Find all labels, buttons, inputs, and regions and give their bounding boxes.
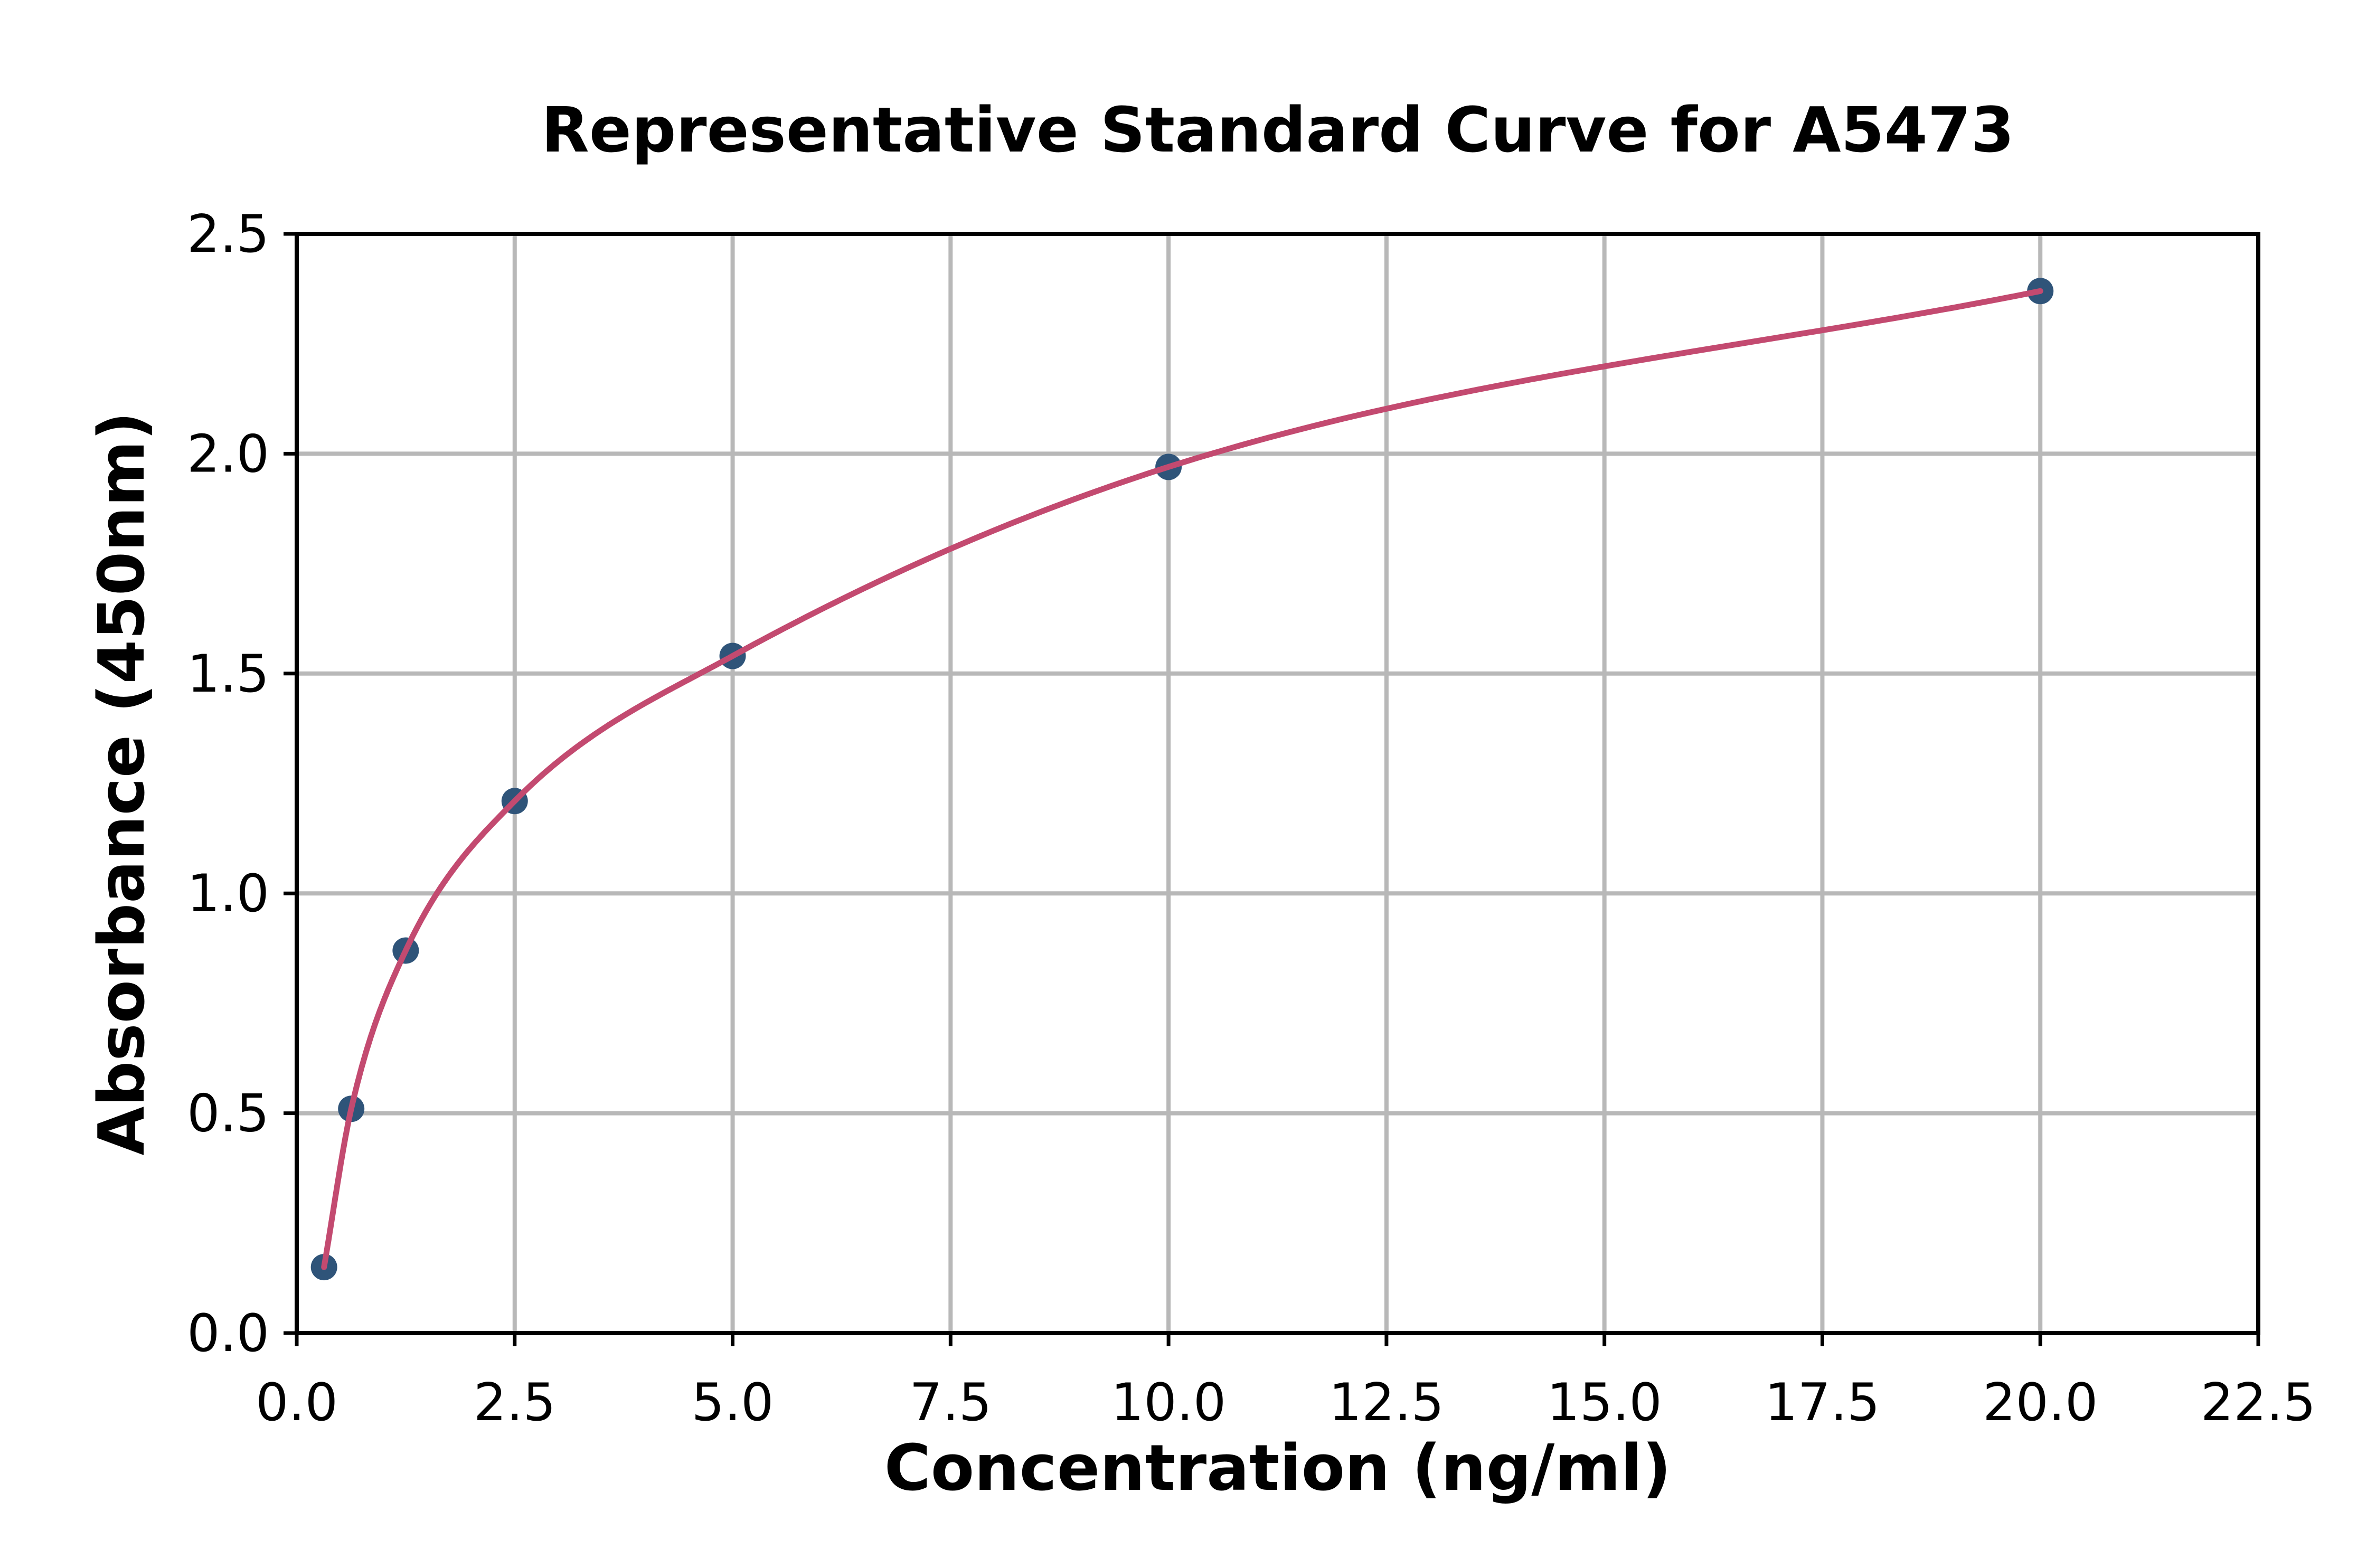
fitted-curve-path — [321, 288, 2043, 1270]
y-axis-label: Absorbance (450nm) — [86, 411, 159, 1155]
x-tick-label: 7.5 — [909, 1373, 992, 1433]
x-tick-label: 0.0 — [256, 1373, 338, 1433]
fit-curve — [321, 288, 2043, 1270]
x-tick-label: 12.5 — [1329, 1373, 1444, 1433]
gridlines — [295, 232, 2260, 1335]
x-tick-label: 5.0 — [692, 1373, 774, 1433]
x-tick-label: 22.5 — [2201, 1373, 2316, 1433]
chart-title: Representative Standard Curve for A5473 — [541, 93, 2014, 166]
data-points — [310, 278, 2054, 1281]
y-tick-label: 0.0 — [187, 1303, 269, 1364]
plot-border — [295, 232, 2260, 1335]
y-tick-label: 0.5 — [187, 1084, 269, 1144]
y-tick-label: 1.5 — [187, 644, 269, 704]
x-tick-label: 20.0 — [1983, 1373, 2098, 1433]
y-tick-label: 2.5 — [187, 204, 269, 265]
x-tick-label: 10.0 — [1111, 1373, 1226, 1433]
x-tick-label: 17.5 — [1765, 1373, 1880, 1433]
axes-spines — [295, 232, 2260, 1335]
axis-ticks: 0.0 2.5 5.0 7.5 10.0 12.5 15.0 17.5 20.0 22.5 0.0 0… — [187, 204, 2316, 1433]
y-tick-label: 1.0 — [187, 864, 269, 924]
x-axis-label: Concentration (ng/ml) — [884, 1432, 1672, 1505]
y-tick-label: 2.0 — [187, 424, 269, 484]
x-tick-label: 2.5 — [474, 1373, 556, 1433]
x-tick-label: 15.0 — [1547, 1373, 1662, 1433]
